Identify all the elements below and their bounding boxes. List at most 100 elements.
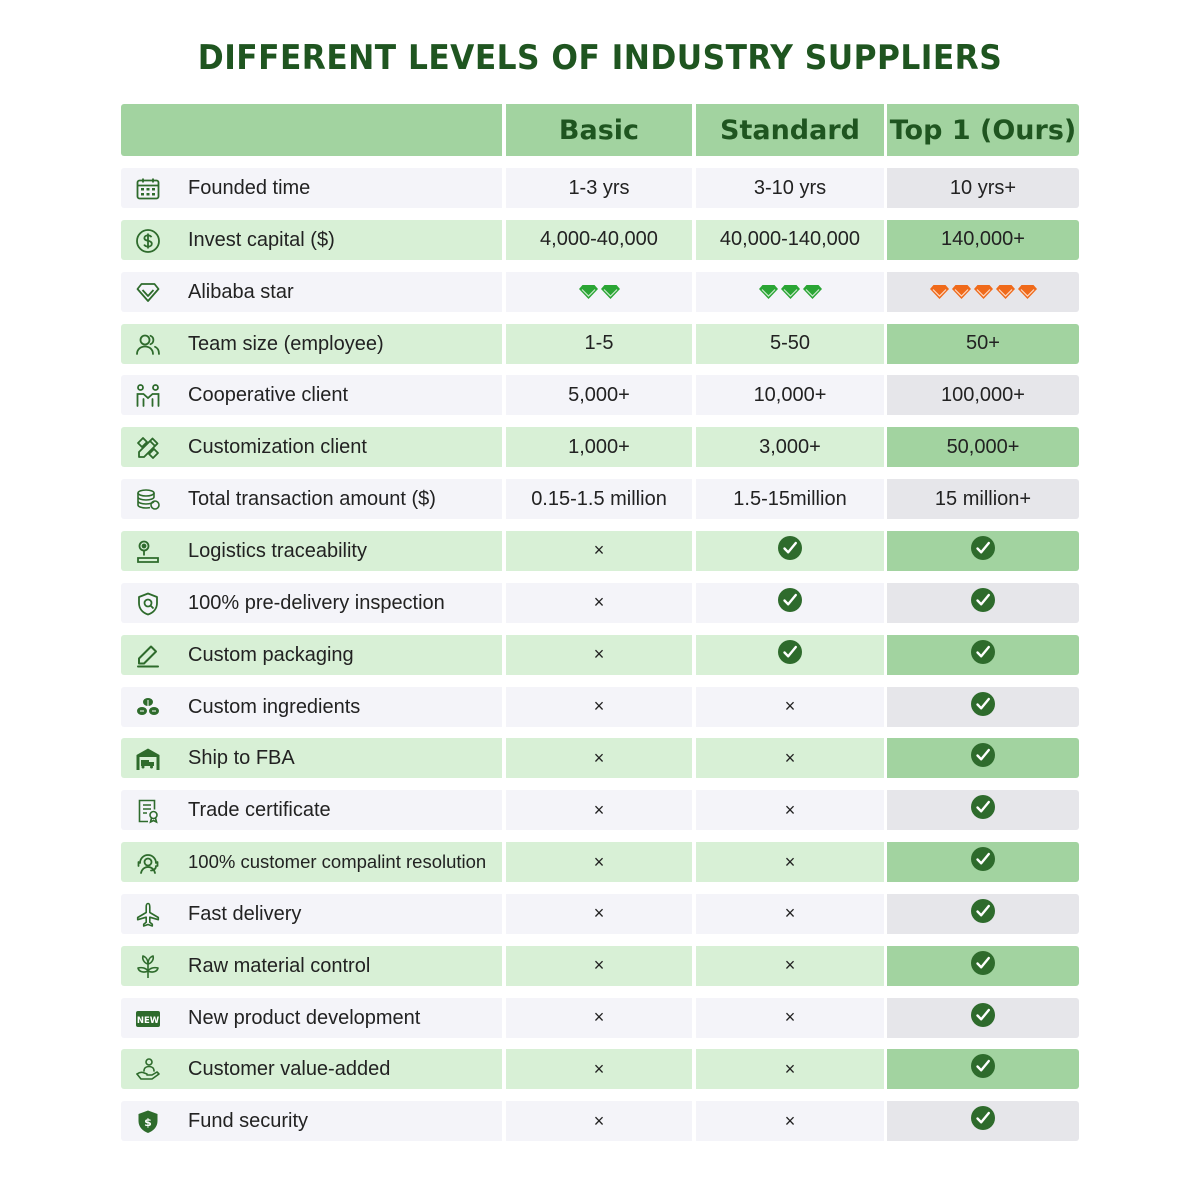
sprout-icon [135, 954, 161, 980]
standard-cell [696, 634, 884, 675]
handshake-icon [135, 383, 161, 409]
basic-cell: × [506, 997, 692, 1038]
basic-cell: 1-5 [506, 323, 692, 364]
header-standard: Standard [696, 104, 884, 156]
svg-text:$: $ [144, 1116, 152, 1129]
basic-cell: × [506, 842, 692, 883]
standard-cell: 3,000+ [696, 427, 884, 468]
row-label: Alibaba star [188, 280, 294, 303]
basic-cell: × [506, 893, 692, 934]
basic-cell: 4,000-40,000 [506, 219, 692, 260]
header-blank [121, 104, 502, 156]
basic-cell: × [506, 530, 692, 571]
cross-icon: × [593, 955, 605, 976]
basic-cell: × [506, 945, 692, 986]
row-feature-cell: Custom packaging [121, 634, 502, 675]
basic-cell: 1,000+ [506, 427, 692, 468]
cross-icon: × [593, 1007, 605, 1028]
edit-icon [135, 643, 161, 669]
row-feature-cell: $ Fund security [121, 1101, 502, 1142]
basic-cell: × [506, 738, 692, 779]
basic-cell: × [506, 1049, 692, 1090]
check-icon [778, 535, 802, 566]
page-title: DIFFERENT LEVELS OF INDUSTRY SUPPLIERS [197, 38, 1003, 78]
standard-cell: 40,000-140,000 [696, 219, 884, 260]
top-cell [887, 530, 1079, 571]
top-cell: 140,000+ [887, 219, 1079, 260]
row-feature-cell: Custom ingredients [121, 686, 502, 727]
standard-cell: × [696, 790, 884, 831]
row-label: Customer value-added [188, 1058, 391, 1081]
top-cell [887, 1101, 1079, 1142]
cross-icon: × [784, 851, 796, 872]
basic-cell: × [506, 686, 692, 727]
basic-cell: × [506, 1101, 692, 1142]
gem-star-icon [600, 284, 621, 300]
gem-star-icon [929, 284, 950, 300]
row-label: Logistics traceability [188, 539, 367, 562]
row-feature-cell: NEW New product development [121, 997, 502, 1038]
row-feature-cell: Customization client [121, 427, 502, 468]
table-row: $ Fund security × × [121, 1101, 1079, 1142]
cross-icon: × [593, 799, 605, 820]
standard-cell: × [696, 893, 884, 934]
row-label: New product development [188, 1006, 421, 1029]
basic-cell: 0.15-1.5 million [506, 479, 692, 520]
standard-cell: × [696, 945, 884, 986]
cross-icon: × [593, 1058, 605, 1079]
top-cell [887, 738, 1079, 779]
row-feature-cell: 100% pre-delivery inspection [121, 582, 502, 623]
shield-check-icon [135, 591, 161, 617]
table-header: Basic Standard Top 1 (Ours) [121, 104, 1079, 156]
standard-cell: × [696, 686, 884, 727]
row-feature-cell: Raw material control [121, 945, 502, 986]
table-row: 100% pre-delivery inspection × [121, 582, 1079, 623]
table-row: Founded time 1-3 yrs 3-10 yrs 10 yrs+ [121, 168, 1079, 208]
table-row: Trade certificate × × [121, 790, 1079, 831]
standard-cell [696, 271, 884, 312]
gem-star-icon [1017, 284, 1038, 300]
table-row: Ship to FBA × × [121, 738, 1079, 779]
basic-cell: 5,000+ [506, 375, 692, 416]
basic-cell: × [506, 582, 692, 623]
top-cell: 15 million+ [887, 479, 1079, 520]
table-row: 100% customer compalint resolution × × [121, 842, 1079, 883]
dollar-icon [135, 228, 161, 254]
calendar-icon [135, 176, 161, 202]
cross-icon: × [593, 903, 605, 924]
row-label: Trade certificate [188, 799, 331, 822]
table-row: Custom packaging × [121, 634, 1079, 675]
table-row: Logistics traceability × [121, 530, 1079, 571]
pencil-ruler-icon [135, 435, 161, 461]
cross-icon: × [593, 1110, 605, 1131]
gem-star-icon [802, 284, 823, 300]
row-label: Cooperative client [188, 384, 349, 407]
top-cell [887, 582, 1079, 623]
leaves-icon [135, 695, 161, 721]
gem-star-icon [951, 284, 972, 300]
row-label: Custom packaging [188, 643, 354, 666]
row-feature-cell: Alibaba star [121, 271, 502, 312]
check-icon [971, 587, 995, 618]
row-label: Fund security [188, 1110, 309, 1133]
row-feature-cell: Cooperative client [121, 375, 502, 416]
location-icon [135, 539, 161, 565]
basic-cell [506, 271, 692, 312]
row-label: Fast delivery [188, 902, 302, 925]
cross-icon: × [784, 1007, 796, 1028]
basic-cell: × [506, 790, 692, 831]
star-rating [578, 284, 621, 300]
check-icon [971, 535, 995, 566]
check-icon [971, 847, 995, 877]
table-row: Raw material control × × [121, 945, 1079, 986]
row-feature-cell: Logistics traceability [121, 530, 502, 571]
row-feature-cell: Founded time [121, 168, 502, 208]
check-icon [971, 691, 995, 722]
row-label: Custom ingredients [188, 695, 361, 718]
top-cell: 50+ [887, 323, 1079, 364]
table-row: Fast delivery × × [121, 893, 1079, 934]
diamond-icon [135, 280, 161, 306]
certificate-icon [135, 798, 161, 824]
row-feature-cell: Team size (employee) [121, 323, 502, 364]
team-icon [135, 332, 161, 358]
